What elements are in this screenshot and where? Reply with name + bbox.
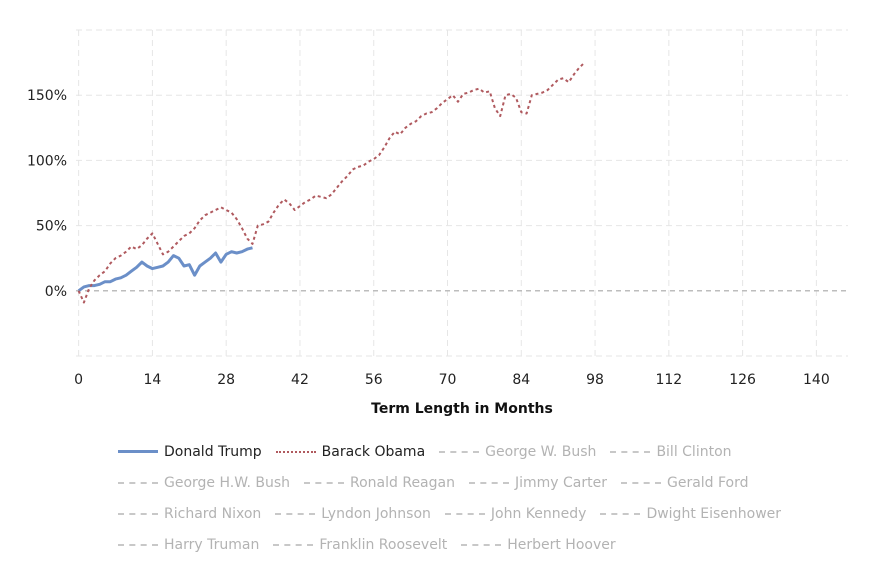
x-tick-label: 28 [217, 372, 235, 388]
legend-swatch [304, 481, 344, 484]
legend-item-herbert-hoover[interactable]: Herbert Hoover [461, 536, 616, 553]
legend-item-donald-trump[interactable]: Donald Trump [118, 444, 262, 460]
x-axis-ticks: 0 14 28 42 56 70 84 98 112 126 140 [74, 372, 830, 388]
x-tick-label: 42 [291, 372, 309, 388]
x-tick-label: 98 [586, 372, 604, 388]
legend-item-jimmy-carter[interactable]: Jimmy Carter [468, 474, 607, 491]
legend-row: Richard Nixon Lyndon Johnson John Kennedy D… [118, 498, 818, 529]
legend-swatch [461, 543, 502, 546]
y-axis-ticks: 0% 50% 100% 150% [27, 88, 67, 300]
legend-item-george-h-w-bush[interactable]: George H.W. Bush [118, 475, 290, 491]
legend-label: Dwight Eisenhower [646, 505, 782, 522]
legend-swatch [468, 481, 509, 484]
x-tick-label: 0 [74, 372, 83, 388]
legend-label: John Kennedy [490, 505, 587, 522]
legend-item-lyndon-johnson[interactable]: Lyndon Johnson [275, 506, 431, 522]
legend-item-franklin-roosevelt[interactable]: Franklin Roosevelt [273, 537, 447, 553]
legend-swatch [118, 512, 158, 515]
legend-swatch [610, 450, 651, 453]
legend-label: Gerald Ford [666, 474, 749, 491]
x-tick-label: 126 [729, 372, 756, 388]
legend-swatch [444, 512, 485, 515]
x-axis-label: Term Length in Months [371, 401, 553, 417]
legend-swatch [620, 481, 661, 484]
y-tick-label: 0% [45, 284, 67, 300]
legend-swatch [600, 512, 641, 515]
x-tick-label: 56 [365, 372, 383, 388]
legend-label: Ronald Reagan [350, 474, 455, 491]
legend-swatch [118, 543, 158, 546]
legend-item-harry-truman[interactable]: Harry Truman [118, 537, 259, 553]
y-tick-label: 150% [27, 88, 67, 104]
legend-item-john-kennedy[interactable]: John Kennedy [444, 505, 587, 522]
chart-svg: 0 14 28 42 56 70 84 98 112 126 140 0% 50% 100% 150% T… [27, 29, 848, 417]
legend-row: Donald Trump Barack Obama George W. Bush Bi… [118, 436, 818, 467]
legend-item-barack-obama[interactable]: Barack Obama [275, 443, 426, 460]
legend-row: George H.W. Bush Ronald Reagan Jimmy Carte… [118, 467, 818, 498]
legend-item-gerald-ford[interactable]: Gerald Ford [620, 474, 749, 491]
series-line-barack-obama [77, 61, 586, 304]
legend-label: Herbert Hoover [507, 536, 616, 553]
legend-label: Harry Truman [164, 536, 260, 553]
legend-row: Harry Truman Franklin Roosevelt Herbert Ho… [118, 529, 818, 560]
x-tick-label: 14 [143, 372, 161, 388]
y-tick-label: 100% [27, 153, 67, 169]
grid-lines [76, 29, 848, 357]
legend-item-bill-clinton[interactable]: Bill Clinton [610, 443, 732, 460]
x-tick-label: 70 [439, 372, 457, 388]
x-tick-label: 140 [803, 372, 830, 388]
legend-label: Richard Nixon [164, 505, 262, 522]
legend: Donald Trump Barack Obama George W. Bush Bi… [118, 436, 818, 560]
legend-label: George H.W. Bush [164, 474, 290, 491]
legend-swatch [275, 512, 316, 515]
x-tick-label: 112 [655, 372, 682, 388]
legend-swatch [118, 450, 158, 453]
legend-item-george-w-bush[interactable]: George W. Bush [439, 444, 596, 460]
legend-label: George W. Bush [485, 443, 597, 460]
series-layer [77, 61, 586, 304]
legend-label: Bill Clinton [656, 443, 732, 460]
legend-swatch [275, 450, 316, 453]
legend-item-richard-nixon[interactable]: Richard Nixon [118, 506, 261, 522]
legend-label: Barack Obama [321, 443, 426, 460]
legend-swatch [118, 481, 158, 484]
series-line-donald-trump [77, 246, 253, 293]
legend-item-ronald-reagan[interactable]: Ronald Reagan [304, 475, 455, 491]
legend-swatch [439, 450, 480, 453]
legend-swatch [273, 543, 314, 546]
legend-label: Lyndon Johnson [321, 505, 431, 522]
legend-label: Jimmy Carter [514, 474, 607, 491]
y-tick-label: 50% [36, 219, 67, 235]
x-tick-label: 84 [512, 372, 530, 388]
legend-label: Franklin Roosevelt [319, 536, 448, 553]
legend-item-dwight-eisenhower[interactable]: Dwight Eisenhower [600, 506, 781, 522]
legend-label: Donald Trump [164, 443, 262, 460]
